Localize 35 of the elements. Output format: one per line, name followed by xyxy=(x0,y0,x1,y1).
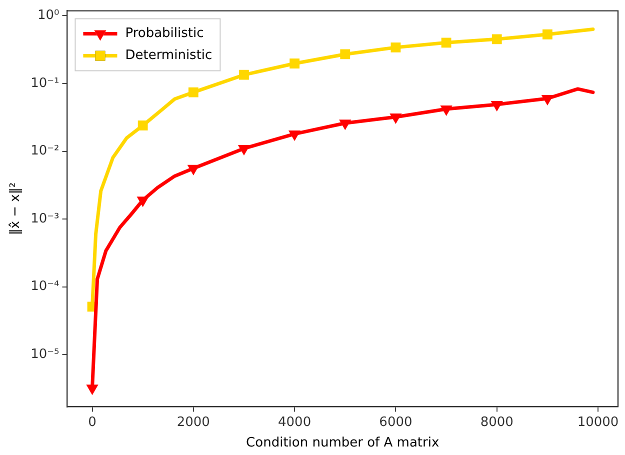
y-tick-label: 10⁰ xyxy=(37,8,60,24)
point xyxy=(441,38,452,48)
x-tick-label: 4000 xyxy=(278,414,312,430)
legend-label: Deterministic xyxy=(125,48,212,64)
point xyxy=(542,29,552,40)
point xyxy=(440,106,452,116)
point xyxy=(340,49,350,60)
point xyxy=(239,70,249,80)
point xyxy=(541,95,554,106)
point xyxy=(290,58,300,68)
point xyxy=(86,384,98,396)
y-tick-label: 10⁻⁴ xyxy=(30,279,60,294)
point xyxy=(492,34,502,44)
point xyxy=(390,42,401,52)
y-tick-label: 10⁻¹ xyxy=(30,76,60,91)
y-axis-title: ‖x̂ − x‖² xyxy=(8,182,24,236)
x-tick-label: 6000 xyxy=(379,414,412,430)
point xyxy=(188,87,198,98)
point xyxy=(238,144,250,156)
x-tick-label: 2000 xyxy=(176,414,210,430)
y-tick-label: 10⁻⁵ xyxy=(30,347,60,362)
x-axis-title: Condition number of A matrix xyxy=(246,436,440,451)
x-tick-label: 0 xyxy=(88,414,96,430)
x-tick-label: 10000 xyxy=(577,414,619,430)
legend-label: Probabilistic xyxy=(125,26,204,42)
y-tick-label: 10⁻³ xyxy=(30,211,60,226)
point xyxy=(136,196,149,208)
point xyxy=(390,114,402,124)
point xyxy=(339,120,352,130)
point xyxy=(187,164,200,176)
point xyxy=(288,130,301,141)
point xyxy=(490,100,503,112)
point xyxy=(138,120,148,130)
x-tick-label: 8000 xyxy=(480,414,514,430)
y-tick-label: 10⁻² xyxy=(30,144,60,159)
